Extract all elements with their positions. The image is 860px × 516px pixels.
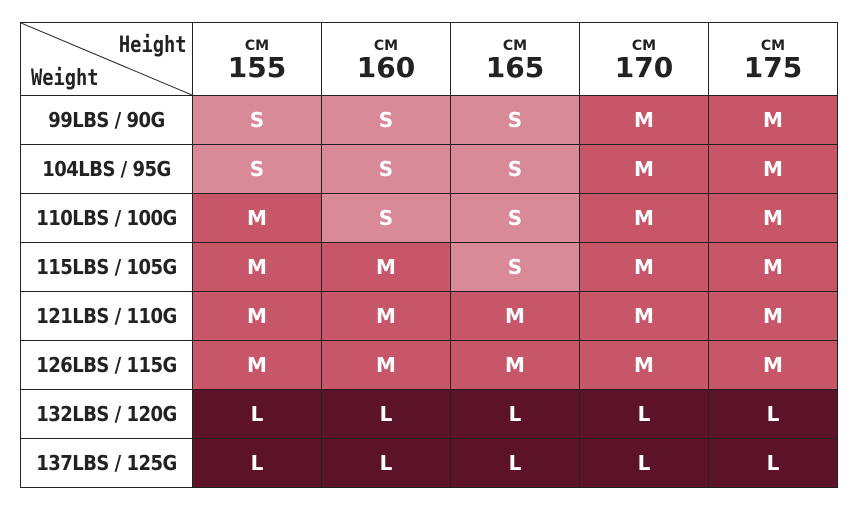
weight-label: 99LBS / 90G bbox=[20, 95, 193, 145]
size-cell: L bbox=[579, 438, 709, 488]
table-row: 121LBS / 110G M M M M M bbox=[20, 291, 838, 341]
size-chart-body: 99LBS / 90G S S S M M 104LBS / 95G S S S M M 110LBS … bbox=[20, 95, 838, 488]
height-axis-label: Height bbox=[118, 33, 186, 58]
weight-label: 121LBS / 110G bbox=[20, 291, 193, 341]
size-cell: S bbox=[450, 95, 580, 145]
size-cell: S bbox=[192, 95, 322, 145]
size-cell: S bbox=[450, 193, 580, 243]
table-row: 132LBS / 120G L L L L L bbox=[20, 389, 838, 439]
table-row: 126LBS / 115G M M M M M bbox=[20, 340, 838, 390]
weight-label: 137LBS / 125G bbox=[20, 438, 193, 488]
size-cell: S bbox=[321, 193, 451, 243]
size-cell: M bbox=[192, 193, 322, 243]
size-cell: M bbox=[579, 193, 709, 243]
height-value: 155 bbox=[227, 51, 287, 84]
table-row: 115LBS / 105G M M S M M bbox=[20, 242, 838, 292]
height-value: 160 bbox=[356, 51, 416, 84]
height-header-175: CM 175 bbox=[708, 22, 838, 96]
size-cell: M bbox=[579, 144, 709, 194]
size-cell: L bbox=[321, 389, 451, 439]
height-value: 170 bbox=[614, 51, 674, 84]
size-cell: M bbox=[708, 144, 838, 194]
unit-label: CM bbox=[760, 38, 786, 54]
size-chart-table: Height Weight CM 155 CM 160 CM 165 CM 17… bbox=[20, 22, 838, 488]
size-cell: M bbox=[708, 193, 838, 243]
height-header-170: CM 170 bbox=[579, 22, 709, 96]
weight-label: 104LBS / 95G bbox=[20, 144, 193, 194]
size-cell: M bbox=[579, 95, 709, 145]
unit-label: CM bbox=[373, 38, 399, 54]
size-cell: M bbox=[708, 95, 838, 145]
table-row: 110LBS / 100G M S S M M bbox=[20, 193, 838, 243]
size-cell: S bbox=[450, 144, 580, 194]
size-cell: M bbox=[321, 291, 451, 341]
size-cell: L bbox=[708, 389, 838, 439]
height-header-165: CM 165 bbox=[450, 22, 580, 96]
size-cell: M bbox=[192, 242, 322, 292]
size-cell: M bbox=[579, 291, 709, 341]
unit-label: CM bbox=[631, 38, 657, 54]
weight-label: 115LBS / 105G bbox=[20, 242, 193, 292]
size-cell: M bbox=[579, 340, 709, 390]
size-cell: L bbox=[579, 389, 709, 439]
unit-label: CM bbox=[502, 38, 528, 54]
size-cell: L bbox=[450, 389, 580, 439]
height-value: 165 bbox=[485, 51, 545, 84]
size-cell: L bbox=[708, 438, 838, 488]
weight-label: 126LBS / 115G bbox=[20, 340, 193, 390]
corner-cell: Height Weight bbox=[20, 22, 193, 96]
size-cell: M bbox=[579, 242, 709, 292]
table-row: 99LBS / 90G S S S M M bbox=[20, 95, 838, 145]
size-cell: M bbox=[708, 291, 838, 341]
size-cell: M bbox=[450, 291, 580, 341]
weight-label: 132LBS / 120G bbox=[20, 389, 193, 439]
size-cell: M bbox=[321, 242, 451, 292]
weight-label: 110LBS / 100G bbox=[20, 193, 193, 243]
table-row: 137LBS / 125G L L L L L bbox=[20, 438, 838, 488]
size-cell: M bbox=[192, 340, 322, 390]
weight-axis-label: Weight bbox=[31, 66, 99, 91]
size-cell: M bbox=[192, 291, 322, 341]
table-row: 104LBS / 95G S S S M M bbox=[20, 144, 838, 194]
size-cell: S bbox=[321, 95, 451, 145]
size-cell: M bbox=[708, 340, 838, 390]
size-cell: L bbox=[450, 438, 580, 488]
size-cell: L bbox=[321, 438, 451, 488]
size-cell: M bbox=[450, 340, 580, 390]
size-cell: L bbox=[192, 438, 322, 488]
size-cell: S bbox=[450, 242, 580, 292]
unit-label: CM bbox=[244, 38, 270, 54]
size-cell: S bbox=[321, 144, 451, 194]
height-header-160: CM 160 bbox=[321, 22, 451, 96]
size-cell: L bbox=[192, 389, 322, 439]
height-value: 175 bbox=[743, 51, 803, 84]
height-header-155: CM 155 bbox=[192, 22, 322, 96]
diagonal-divider bbox=[21, 23, 192, 95]
size-cell: M bbox=[708, 242, 838, 292]
header-row: Height Weight CM 155 CM 160 CM 165 CM 17… bbox=[20, 22, 838, 96]
size-cell: S bbox=[192, 144, 322, 194]
size-cell: M bbox=[321, 340, 451, 390]
